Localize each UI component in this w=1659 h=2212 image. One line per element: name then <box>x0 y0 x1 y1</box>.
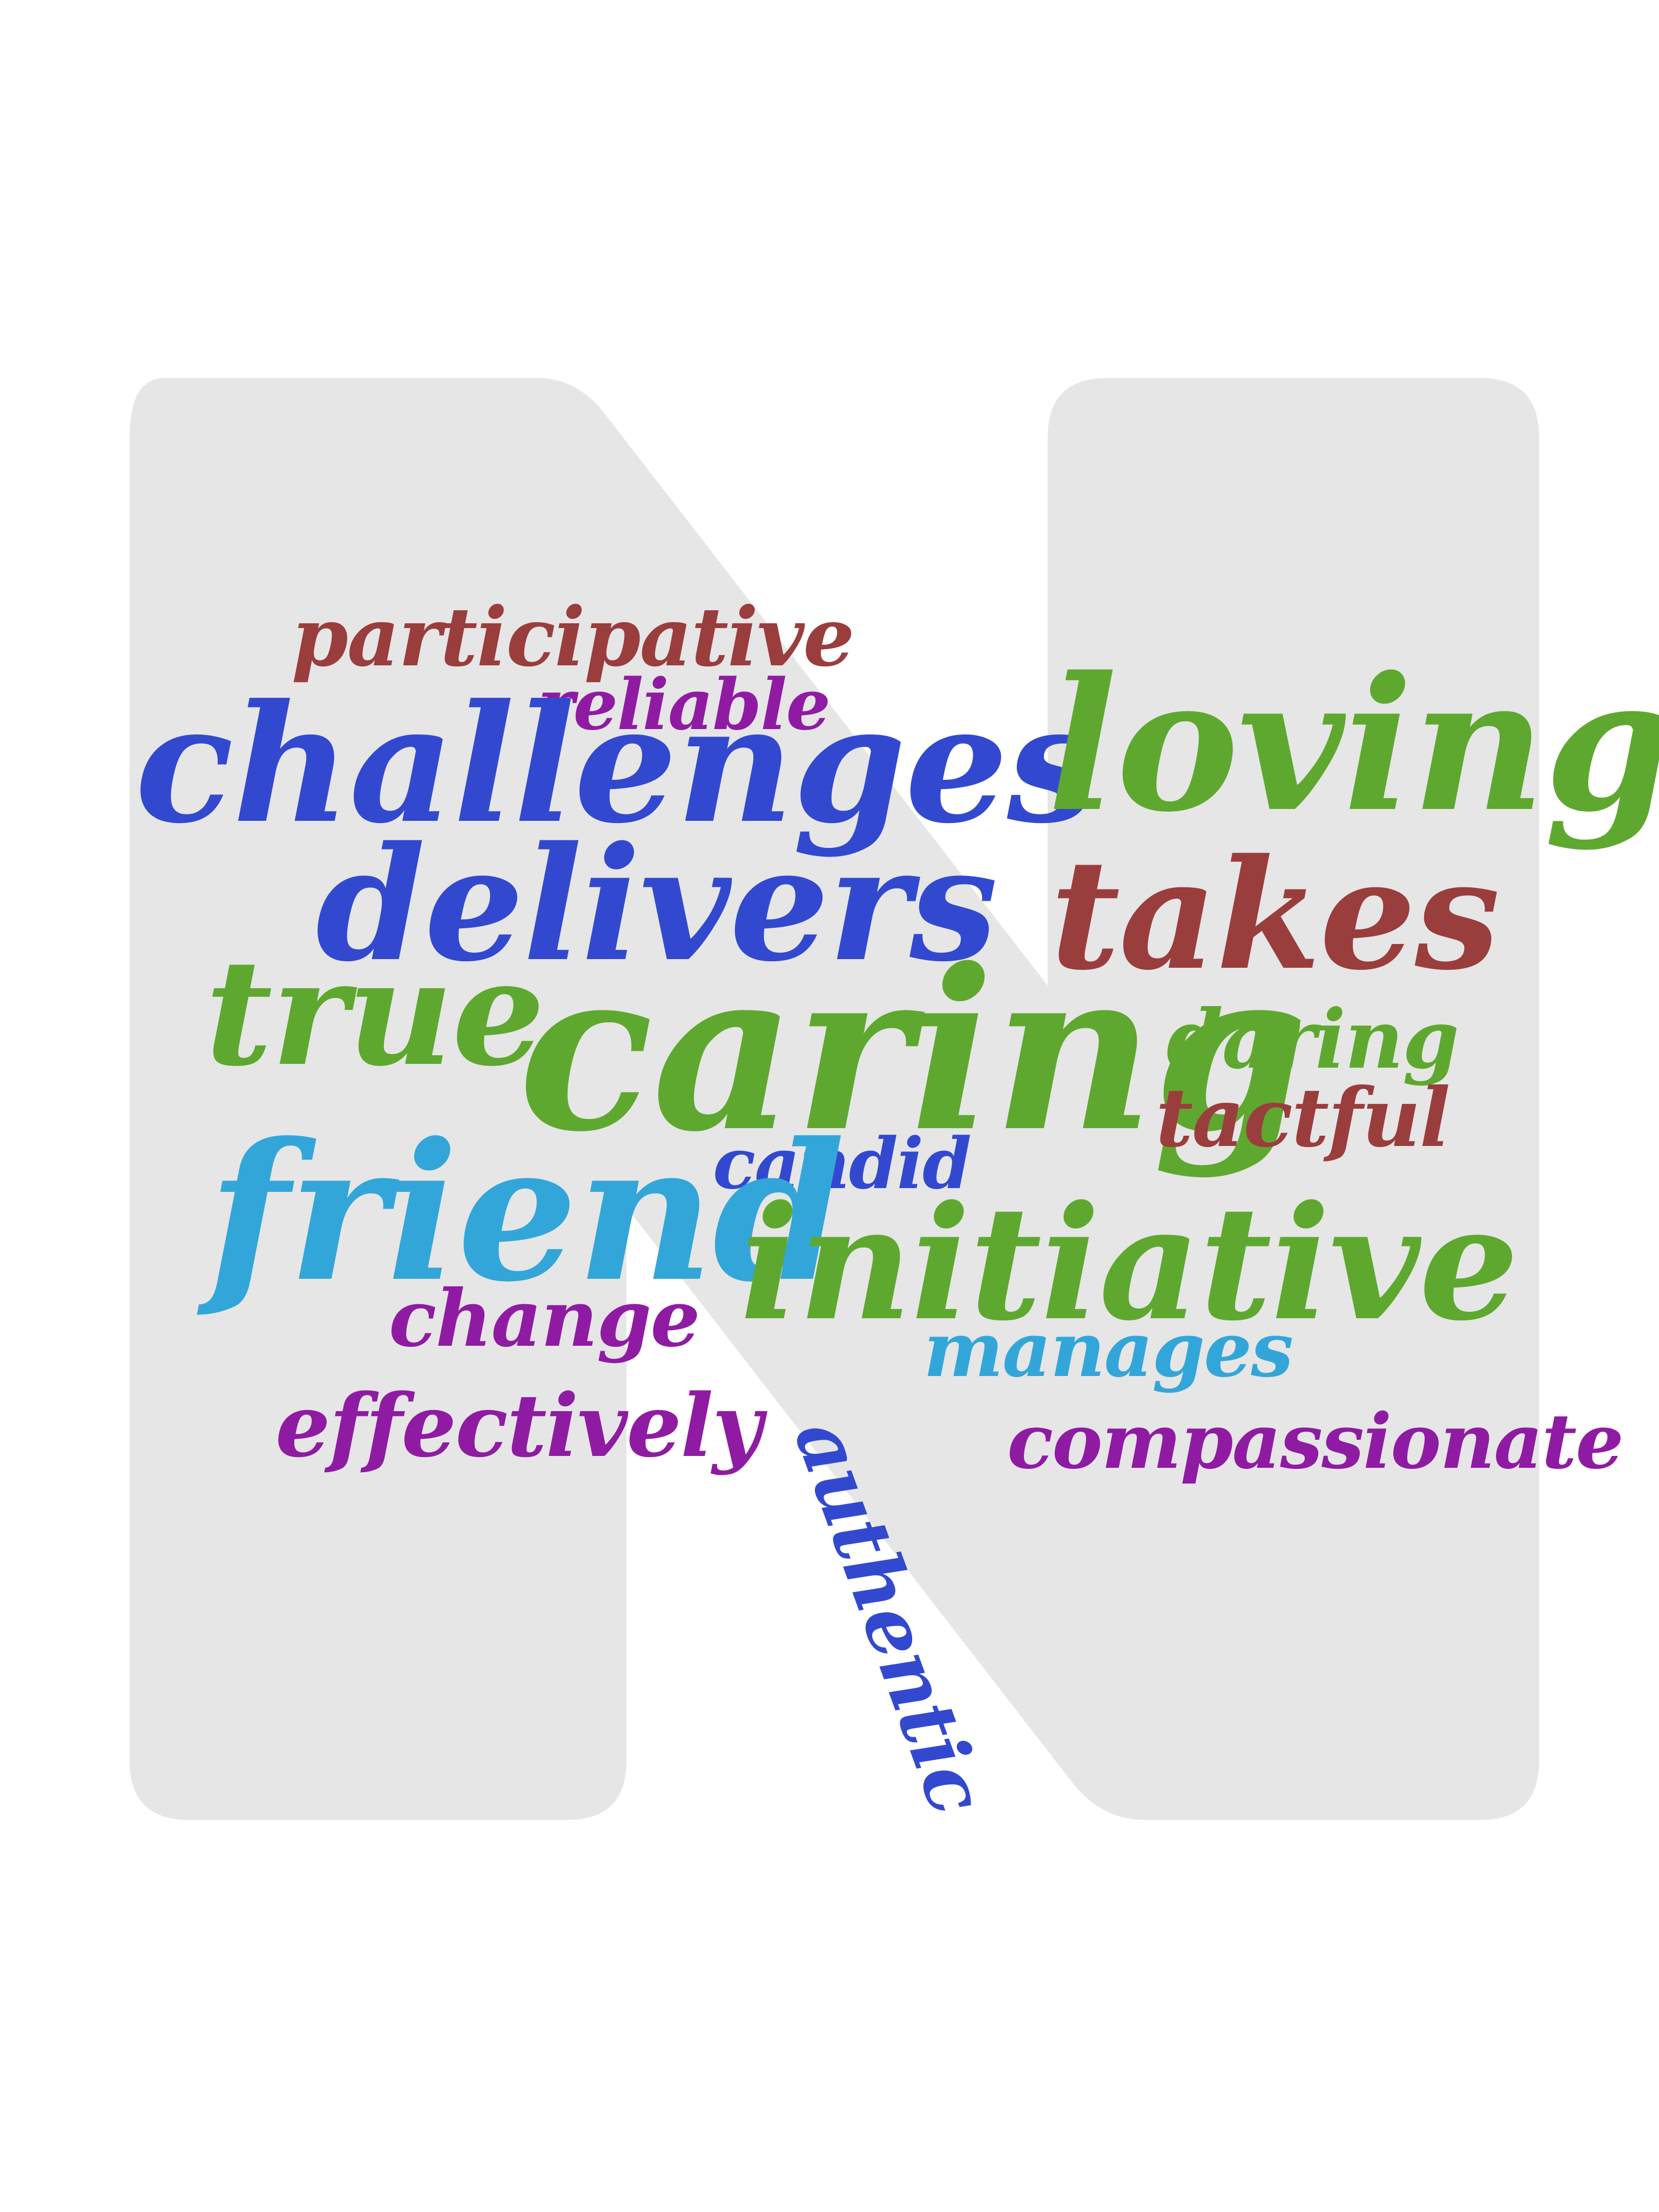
word-initiative: initiative <box>740 1172 1519 1355</box>
word-effectively: effectively <box>275 1375 763 1476</box>
word-compassionate: compassionate <box>1007 1398 1624 1486</box>
word-true: true <box>205 927 545 1098</box>
letter-n-path <box>130 378 1539 1820</box>
word-delivers: delivers <box>316 813 998 996</box>
word-takes: takes <box>1050 826 1500 1004</box>
word-participative: participative <box>292 590 855 685</box>
word-reliable: reliable <box>537 663 831 746</box>
word-challenges: challenges <box>135 669 1098 859</box>
word-caring: caring <box>518 920 1308 1181</box>
word-candid: candid <box>713 1122 972 1205</box>
word-tactful: tactful <box>1156 1070 1451 1165</box>
word-change: change <box>389 1273 700 1365</box>
word-daring: daring <box>1166 992 1459 1087</box>
word-loving: loving <box>1048 637 1659 853</box>
word-friend: friend <box>208 1101 845 1324</box>
word-manages: manages <box>923 1306 1293 1394</box>
